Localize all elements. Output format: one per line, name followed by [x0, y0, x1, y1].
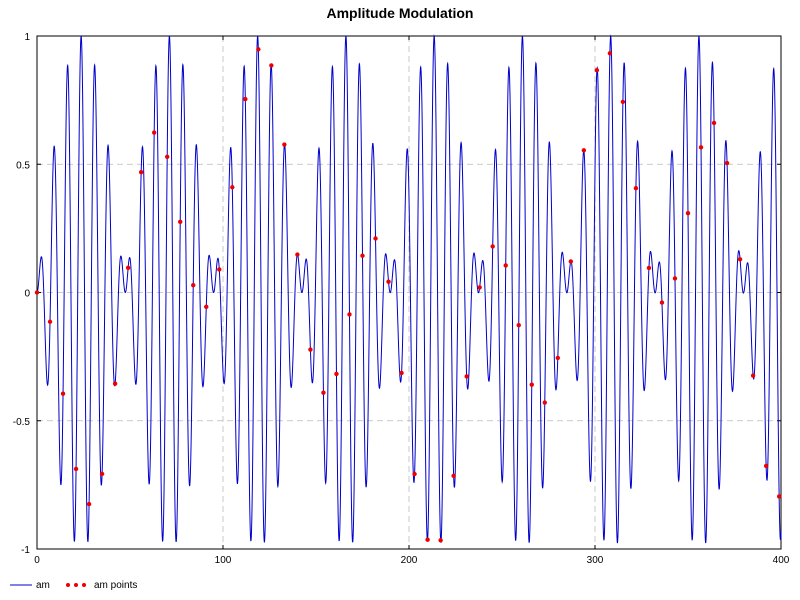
am-point — [581, 148, 587, 153]
am-point — [529, 382, 534, 387]
am-point — [711, 120, 717, 126]
am-point — [308, 347, 313, 352]
am-point — [217, 267, 222, 272]
am-point — [34, 290, 40, 295]
am-point — [243, 96, 248, 102]
am-point — [698, 145, 704, 150]
am-point — [47, 319, 53, 324]
am-point — [737, 257, 743, 262]
am-point — [347, 312, 352, 317]
am-point — [672, 276, 678, 281]
am-point — [750, 373, 756, 378]
am-point — [165, 154, 170, 160]
am-point — [256, 47, 261, 52]
am-point — [477, 285, 482, 290]
am-point — [776, 494, 782, 499]
y-tick-label: -0.5 — [13, 417, 31, 428]
am-point — [295, 252, 300, 257]
legend-point-sample — [66, 583, 70, 587]
am-point — [620, 99, 626, 105]
legend-label-am-points: am points — [94, 580, 137, 591]
am-point — [151, 130, 157, 135]
am-point — [86, 501, 92, 507]
am-line-layer — [36, 34, 782, 544]
x-tick-label: 100 — [215, 555, 232, 566]
y-tick-label: -1 — [21, 545, 30, 556]
am-point — [685, 211, 691, 216]
am-point — [204, 304, 209, 310]
am-point — [99, 471, 105, 477]
y-tick-label: 0.5 — [16, 160, 30, 171]
am-point — [321, 390, 326, 395]
am-point — [464, 374, 469, 379]
am-point — [191, 282, 196, 288]
am-point — [230, 185, 235, 190]
am-point — [373, 236, 378, 241]
am-point — [555, 355, 560, 361]
am-point — [60, 391, 66, 396]
am-point — [633, 185, 639, 191]
am-point — [516, 322, 521, 328]
legend-point-sample — [82, 583, 86, 587]
am-point — [425, 537, 430, 542]
x-tick-label: 200 — [401, 555, 418, 566]
am-point — [269, 63, 274, 68]
am-point — [503, 263, 508, 268]
am-points-layer — [34, 47, 782, 543]
am-point — [451, 473, 456, 479]
legend: am am points — [10, 580, 137, 591]
am-point — [125, 265, 131, 271]
am-point — [282, 142, 287, 147]
chart-title: Amplitude Modulation — [327, 5, 474, 21]
am-point — [659, 300, 665, 305]
am-point — [360, 253, 365, 258]
am-point — [490, 244, 495, 249]
legend-point-sample — [74, 583, 78, 587]
legend-label-am: am — [36, 580, 50, 591]
am-point — [399, 370, 404, 376]
x-tick-label: 300 — [587, 555, 604, 566]
am-point — [763, 463, 769, 469]
x-tick-label: 400 — [773, 555, 790, 566]
am-point — [594, 68, 600, 73]
am-point — [334, 371, 339, 377]
am-point — [138, 169, 144, 175]
am-series-line — [36, 34, 782, 544]
am-point — [73, 466, 79, 472]
am-point — [112, 381, 118, 386]
y-tick-label: 1 — [24, 32, 30, 43]
am-point — [724, 160, 730, 166]
am-point — [178, 219, 183, 225]
y-tick-label: 0 — [24, 289, 30, 300]
am-point — [438, 538, 443, 543]
am-point — [568, 259, 574, 264]
am-point — [646, 265, 652, 271]
am-point — [542, 400, 547, 405]
axes: 0 100 200 300 400 -1 -0.5 0 0.5 1 — [13, 32, 790, 566]
am-point — [386, 279, 391, 284]
am-point — [607, 51, 613, 56]
x-tick-label: 0 — [34, 555, 40, 566]
grid — [37, 36, 781, 549]
am-point — [412, 471, 417, 477]
